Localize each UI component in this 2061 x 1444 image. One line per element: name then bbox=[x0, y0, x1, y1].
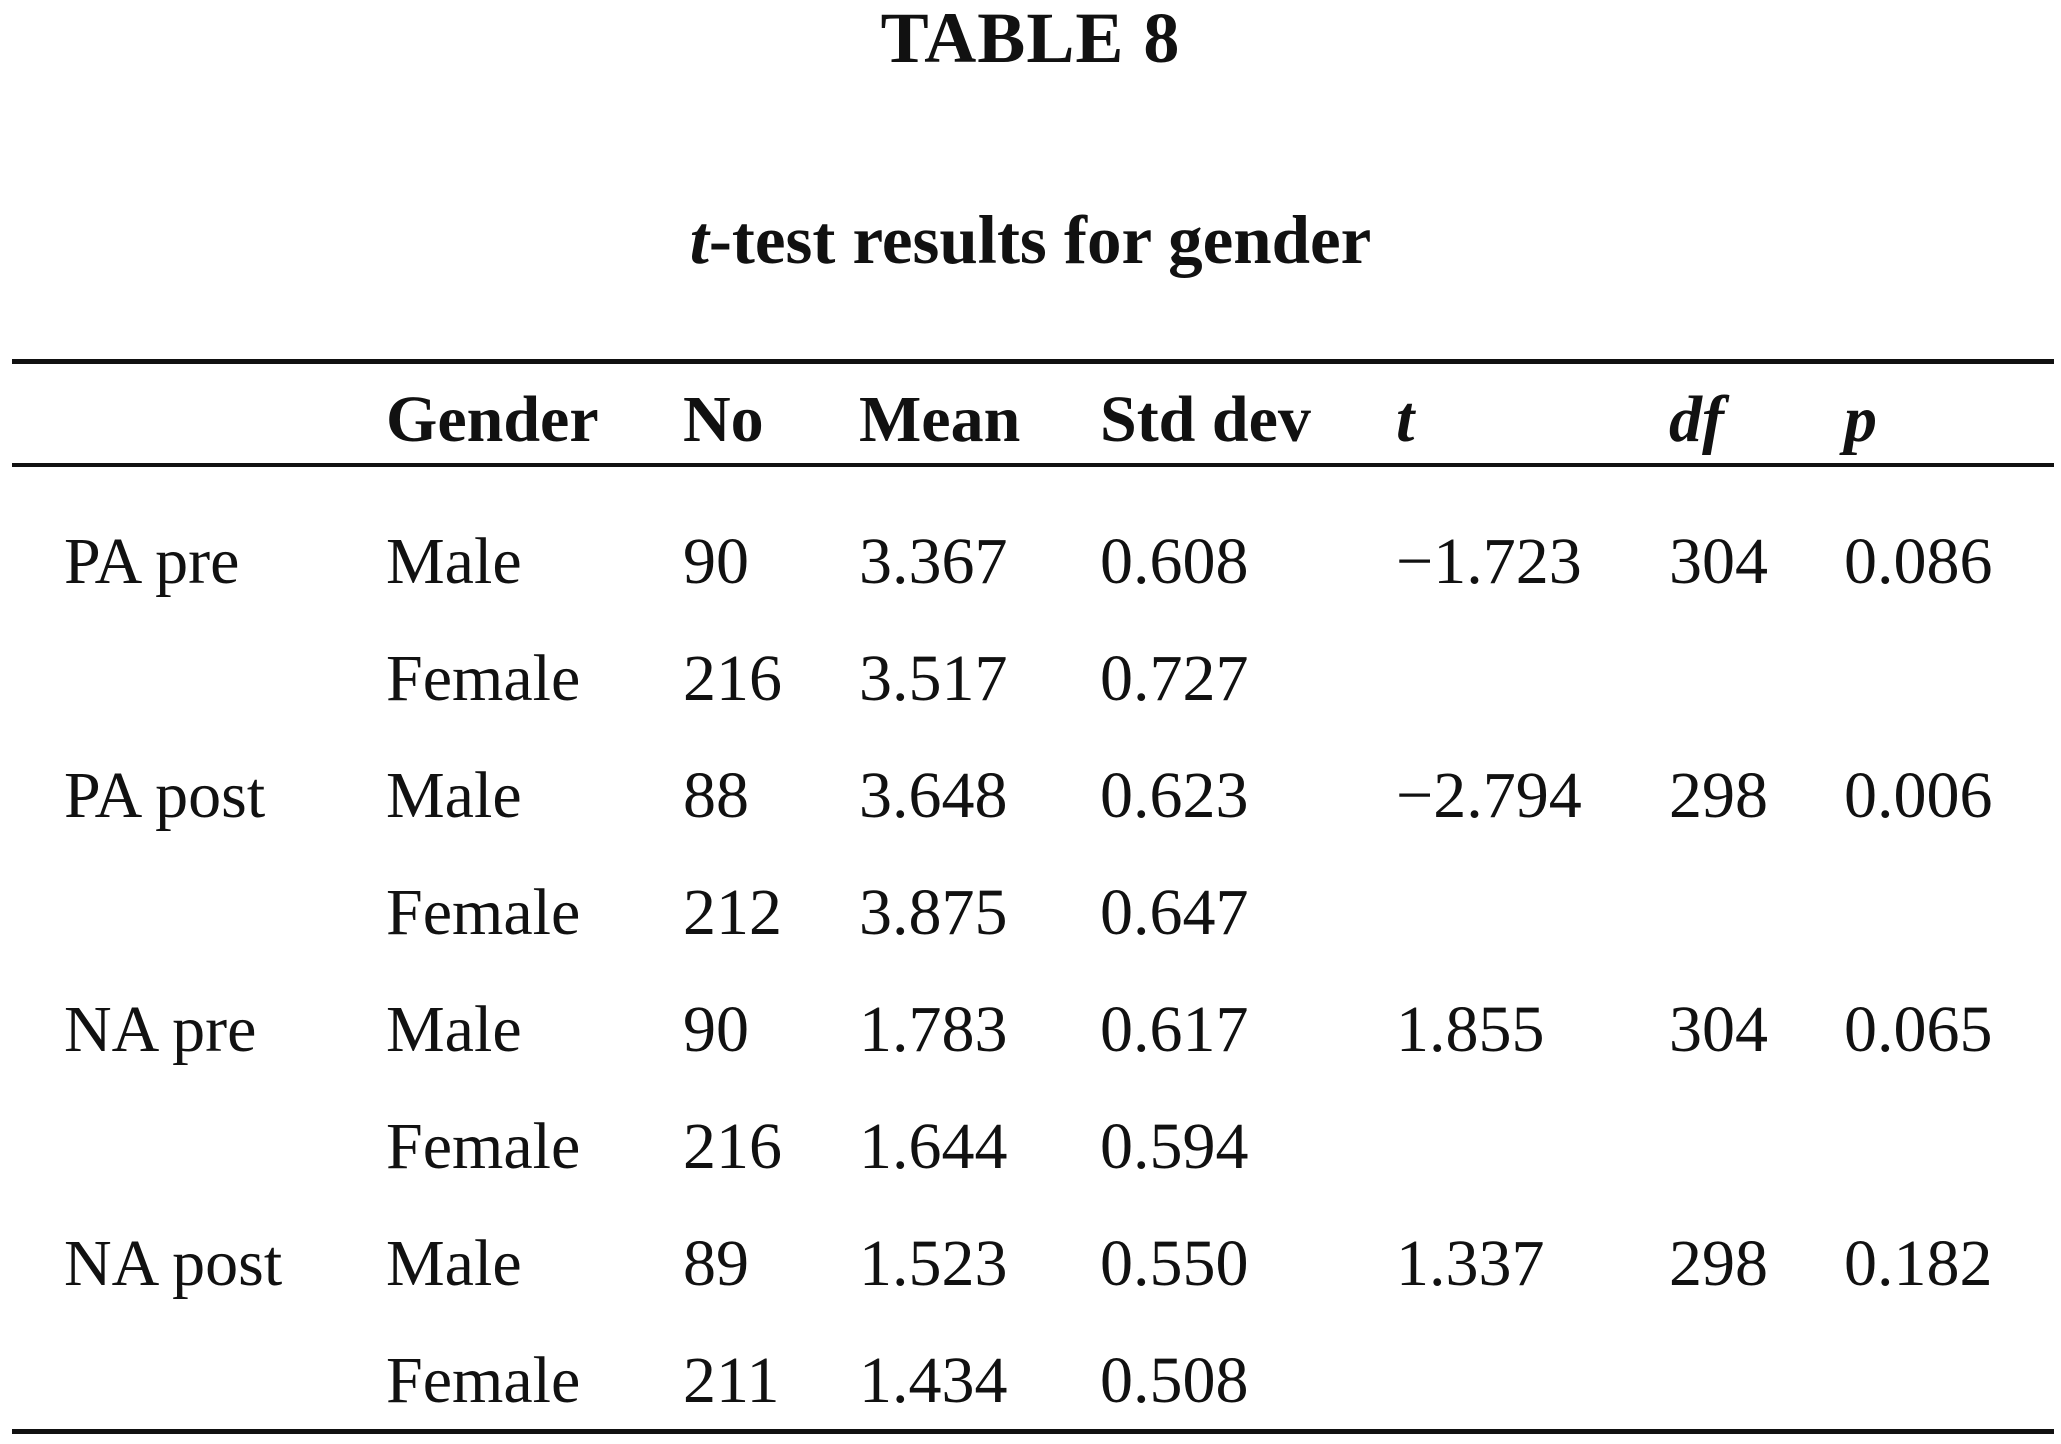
cell-t: 1.337 bbox=[1396, 1227, 1545, 1300]
cell-df: 298 bbox=[1669, 1227, 1768, 1300]
cell-mean: 3.367 bbox=[859, 525, 1008, 598]
cell-std-dev: 0.550 bbox=[1100, 1227, 1249, 1300]
header-t: t bbox=[1396, 383, 1415, 456]
cell-gender: Male bbox=[386, 1227, 522, 1300]
table-row: Female 216 1.644 0.594 bbox=[0, 1088, 2061, 1205]
cell-gender: Female bbox=[386, 1344, 581, 1417]
cell-std-dev: 0.508 bbox=[1100, 1344, 1249, 1417]
cell-no: 212 bbox=[683, 876, 782, 949]
cell-gender: Female bbox=[386, 642, 581, 715]
table-row: Female 216 3.517 0.727 bbox=[0, 620, 2061, 737]
table-header-rule bbox=[12, 463, 2054, 467]
cell-t: −2.794 bbox=[1396, 759, 1582, 832]
cell-no: 216 bbox=[683, 642, 782, 715]
table-label: TABLE 8 bbox=[880, 0, 1181, 78]
cell-mean: 1.434 bbox=[859, 1344, 1008, 1417]
cell-std-dev: 0.617 bbox=[1100, 993, 1249, 1066]
cell-std-dev: 0.727 bbox=[1100, 642, 1249, 715]
table-top-rule bbox=[12, 359, 2054, 364]
cell-df: 304 bbox=[1669, 993, 1768, 1066]
cell-gender: Male bbox=[386, 759, 522, 832]
cell-p: 0.006 bbox=[1844, 759, 1993, 832]
cell-p: 0.065 bbox=[1844, 993, 1993, 1066]
cell-no: 211 bbox=[683, 1344, 780, 1417]
cell-df: 298 bbox=[1669, 759, 1768, 832]
cell-variable: PA pre bbox=[64, 525, 240, 598]
cell-no: 90 bbox=[683, 525, 749, 598]
table-bottom-rule bbox=[12, 1429, 2054, 1434]
table-row: PA pre Male 90 3.367 0.608 −1.723 304 0.… bbox=[0, 503, 2061, 620]
cell-mean: 1.783 bbox=[859, 993, 1008, 1066]
cell-variable: PA post bbox=[64, 759, 266, 832]
cell-mean: 1.523 bbox=[859, 1227, 1008, 1300]
cell-no: 89 bbox=[683, 1227, 749, 1300]
table-row: Female 211 1.434 0.508 bbox=[0, 1322, 2061, 1439]
cell-std-dev: 0.623 bbox=[1100, 759, 1249, 832]
cell-mean: 3.648 bbox=[859, 759, 1008, 832]
header-mean: Mean bbox=[859, 383, 1021, 456]
cell-no: 88 bbox=[683, 759, 749, 832]
cell-t: −1.723 bbox=[1396, 525, 1582, 598]
cell-t: 1.855 bbox=[1396, 993, 1545, 1066]
header-std-dev: Std dev bbox=[1100, 383, 1311, 456]
header-df: df bbox=[1669, 383, 1724, 456]
table-row: Female 212 3.875 0.647 bbox=[0, 854, 2061, 971]
table-caption: t-test results for gender bbox=[0, 198, 2061, 282]
cell-std-dev: 0.608 bbox=[1100, 525, 1249, 598]
cell-p: 0.182 bbox=[1844, 1227, 1993, 1300]
cell-variable: NA post bbox=[64, 1227, 283, 1300]
header-no: No bbox=[683, 383, 764, 456]
cell-std-dev: 0.594 bbox=[1100, 1110, 1249, 1183]
cell-mean: 1.644 bbox=[859, 1110, 1008, 1183]
cell-p: 0.086 bbox=[1844, 525, 1993, 598]
cell-gender: Female bbox=[386, 876, 581, 949]
caption-text: -test results for gender bbox=[708, 202, 1372, 278]
table-row: NA post Male 89 1.523 0.550 1.337 298 0.… bbox=[0, 1205, 2061, 1322]
table-row: NA pre Male 90 1.783 0.617 1.855 304 0.0… bbox=[0, 971, 2061, 1088]
cell-no: 216 bbox=[683, 1110, 782, 1183]
cell-gender: Male bbox=[386, 525, 522, 598]
table-row: PA post Male 88 3.648 0.623 −2.794 298 0… bbox=[0, 737, 2061, 854]
header-gender: Gender bbox=[386, 383, 599, 456]
header-p: p bbox=[1844, 383, 1877, 456]
cell-df: 304 bbox=[1669, 525, 1768, 598]
cell-gender: Female bbox=[386, 1110, 581, 1183]
cell-mean: 3.875 bbox=[859, 876, 1008, 949]
cell-gender: Male bbox=[386, 993, 522, 1066]
cell-variable: NA pre bbox=[64, 993, 257, 1066]
cell-std-dev: 0.647 bbox=[1100, 876, 1249, 949]
caption-italic-part: t bbox=[689, 202, 709, 278]
cell-mean: 3.517 bbox=[859, 642, 1008, 715]
cell-no: 90 bbox=[683, 993, 749, 1066]
